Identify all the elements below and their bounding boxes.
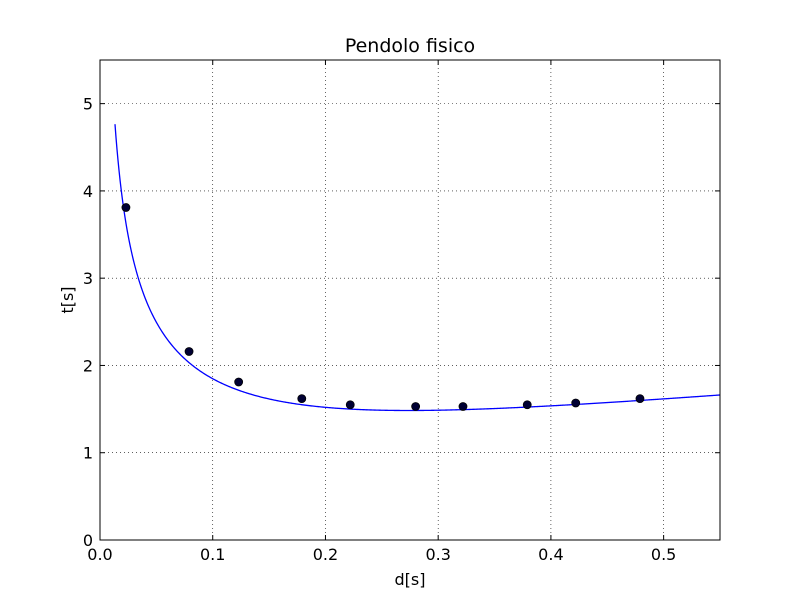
data-point xyxy=(458,402,468,411)
chart-title: Pendolo fisico xyxy=(345,35,475,57)
data-point xyxy=(571,398,581,408)
y-tick-label: 4 xyxy=(83,182,93,201)
data-point xyxy=(635,394,645,404)
x-tick-label: 0.4 xyxy=(538,545,563,564)
fit-curve xyxy=(114,124,720,412)
y-tick-label: 0 xyxy=(83,531,93,550)
y-tick-label: 5 xyxy=(83,95,93,114)
data-point xyxy=(234,377,244,387)
x-tick-label: 0.0 xyxy=(87,545,112,564)
data-point xyxy=(411,402,421,411)
x-tick-label: 0.3 xyxy=(425,545,450,564)
ticks: 0.0 0.1 0.2 0.3 0.4 0.5 0 1 2 3 4 5 xyxy=(83,60,720,564)
x-axis-label: d[s] xyxy=(395,570,426,589)
grid xyxy=(100,60,720,540)
plot-area xyxy=(114,124,720,412)
y-tick-label: 2 xyxy=(83,356,93,375)
data-point xyxy=(184,347,194,356)
x-tick-label: 0.2 xyxy=(313,545,338,564)
data-point xyxy=(522,400,532,410)
x-tick-label: 0.5 xyxy=(651,545,676,564)
y-axis-label: t[s] xyxy=(58,286,77,313)
data-point xyxy=(297,394,307,404)
data-point xyxy=(121,203,131,212)
data-point xyxy=(345,400,355,410)
y-tick-label: 3 xyxy=(83,269,93,288)
plot-frame xyxy=(99,59,721,541)
y-tick-label: 1 xyxy=(83,444,93,463)
x-tick-label: 0.1 xyxy=(200,545,225,564)
